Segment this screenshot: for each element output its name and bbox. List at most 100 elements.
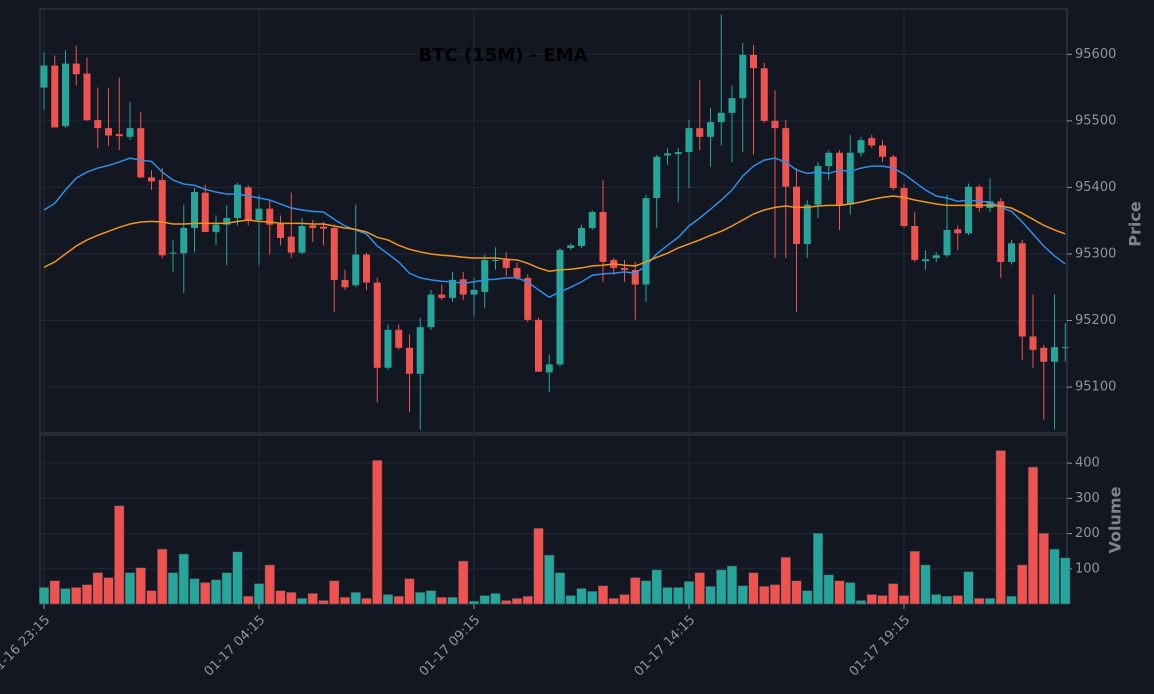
volume-bar — [71, 587, 82, 605]
volume-bar — [909, 550, 920, 605]
candle-body — [137, 128, 145, 178]
candle-body — [879, 145, 886, 157]
candle-body — [793, 186, 800, 244]
candle-body — [825, 152, 833, 167]
candle-body — [975, 186, 983, 209]
volume-bar — [135, 567, 146, 605]
volume-bar — [436, 597, 447, 605]
candle-body — [1040, 347, 1048, 362]
candle-body — [255, 208, 263, 221]
candle-body — [244, 187, 252, 221]
candle-body — [72, 63, 80, 75]
volume-bar — [189, 578, 200, 605]
candle-body — [524, 277, 532, 320]
volume-bar — [372, 460, 383, 605]
candle-body — [567, 245, 575, 248]
volume-bar — [995, 450, 1006, 605]
volume-bar — [898, 595, 910, 605]
y-axis-label: Price — [1126, 201, 1145, 247]
candle-body — [932, 255, 940, 258]
candle-body — [277, 223, 284, 238]
x-tick-label: 01-17 14:15 — [632, 613, 699, 680]
volume-bar — [490, 593, 501, 605]
candle-body — [642, 198, 650, 285]
candle-body — [760, 68, 768, 121]
candle-body — [599, 212, 607, 262]
x-tick-label: 01-17 09:15 — [417, 613, 484, 680]
x-tick-label: 01-17 19:15 — [847, 613, 914, 680]
candle-body — [148, 177, 155, 182]
chart-title: BTC (15M) - EMA — [418, 45, 587, 66]
volume-bar — [501, 600, 512, 605]
volume-bar — [200, 582, 211, 605]
volume-bar — [479, 595, 490, 605]
candle-body — [105, 128, 112, 136]
volume-bar — [146, 590, 157, 605]
volume-bar — [630, 577, 641, 605]
volume-bar — [92, 572, 103, 605]
y-tick-label: 100 — [1075, 561, 1100, 576]
volume-bar — [1027, 466, 1039, 605]
volume-bar — [974, 598, 985, 605]
candle-body — [1008, 243, 1015, 262]
volume-bar — [834, 580, 845, 605]
candle-body — [997, 201, 1005, 262]
volume-bar — [597, 585, 609, 605]
candle-body — [857, 140, 865, 153]
candle-body — [427, 294, 435, 328]
y-tick-label: 95300 — [1075, 246, 1116, 261]
candle-body — [535, 319, 542, 372]
candle-body — [836, 152, 843, 205]
candle-body — [126, 128, 134, 137]
candle-body — [352, 254, 360, 286]
volume-bar — [780, 556, 791, 605]
y-tick-label: 95400 — [1075, 180, 1116, 195]
volume-bar — [49, 580, 60, 605]
y-tick-label: 95500 — [1075, 113, 1116, 128]
volume-bar — [576, 588, 587, 605]
candle-body — [309, 225, 317, 228]
volume-bar — [554, 572, 566, 605]
candle-body — [621, 267, 628, 270]
volume-bar — [941, 596, 953, 605]
candle-body — [234, 184, 241, 219]
volume-bar — [124, 572, 136, 605]
volume-bar — [683, 581, 695, 605]
candle-body — [578, 227, 585, 246]
volume-bar — [264, 564, 275, 605]
volume-bar — [103, 577, 114, 605]
volume-bar — [855, 600, 867, 605]
candle-body — [965, 186, 972, 234]
volume-bar — [425, 590, 437, 605]
candle-body — [803, 204, 811, 244]
volume-bar — [673, 587, 684, 605]
volume-bar — [544, 554, 555, 605]
volume-bar — [662, 587, 673, 605]
candle-body — [115, 134, 123, 137]
candle-body — [406, 347, 413, 374]
volume-bar — [931, 594, 942, 605]
volume-bar — [866, 594, 877, 605]
candle-body — [287, 236, 295, 253]
volume-bar — [1060, 557, 1071, 605]
candle-body — [459, 279, 467, 295]
candle-body — [1051, 347, 1058, 362]
candle-body — [954, 229, 962, 234]
volume-bar — [587, 591, 598, 605]
volume-bar — [415, 592, 426, 605]
volume-bar — [812, 532, 824, 605]
candle-body — [40, 65, 48, 88]
x-tick-label: 01-17 04:15 — [202, 613, 269, 680]
volume-bar — [845, 582, 856, 605]
volume-bar — [1017, 564, 1028, 605]
volume-bar — [286, 592, 297, 605]
volume-bar — [458, 560, 469, 605]
candle-body — [191, 192, 198, 228]
candle-body — [83, 73, 91, 121]
candle-body — [395, 329, 403, 348]
candle-body — [266, 208, 274, 225]
candle-body — [180, 227, 188, 254]
volume-bar — [38, 587, 50, 605]
volume-bar — [759, 586, 770, 605]
candle-body — [728, 98, 736, 113]
